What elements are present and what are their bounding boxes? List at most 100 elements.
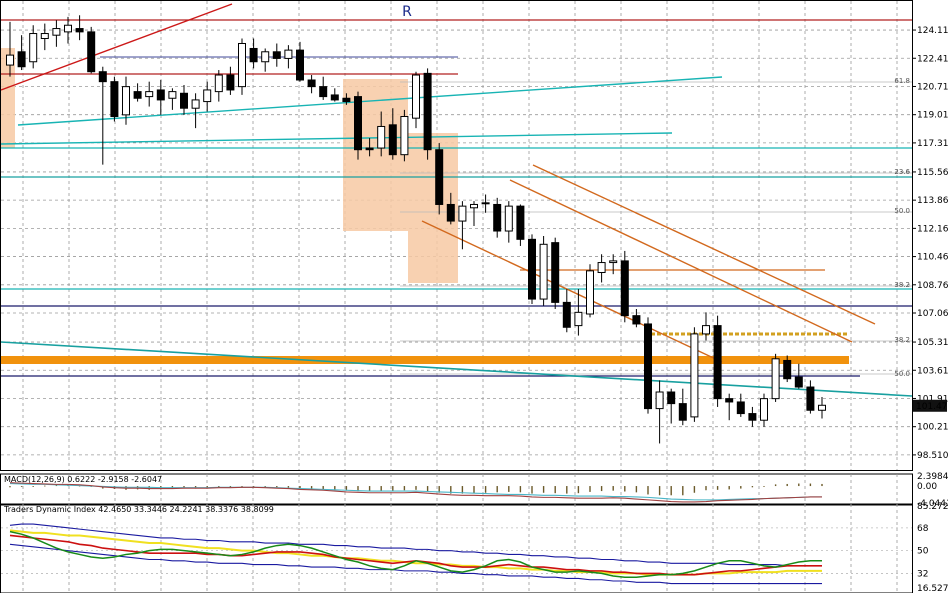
candle [307, 75, 316, 94]
candle-bear [423, 72, 432, 151]
candle [644, 317, 652, 414]
candle [725, 393, 734, 421]
candle [470, 201, 478, 227]
macd-bar [287, 486, 290, 488]
candle-bull [539, 243, 548, 300]
macd-bar [148, 486, 150, 490]
candle [330, 88, 339, 102]
candle-bull [400, 116, 409, 156]
macd-bar [809, 483, 812, 487]
candle [713, 315, 722, 407]
macd-bar [241, 486, 243, 487]
candle-bull [261, 51, 270, 63]
candle [794, 363, 803, 389]
macd-bar [658, 486, 661, 496]
trendline-teal-low [0, 341, 913, 397]
macd-bar [798, 483, 800, 487]
candle [667, 388, 676, 424]
tdi-series-line [9, 530, 822, 578]
tdi-tick-label: 85.2723 [917, 502, 948, 512]
candle-bear [794, 376, 803, 388]
candle-bull [168, 91, 177, 99]
macd-bar [403, 486, 406, 491]
candle [446, 192, 455, 225]
candle-bear [354, 96, 362, 151]
macd-bar [635, 486, 638, 493]
macd-bar [531, 486, 533, 494]
candle-bull [6, 54, 14, 66]
tdi-series-line [9, 543, 822, 585]
tdi-tick-label: 32 [917, 569, 928, 579]
candle [110, 76, 119, 122]
candle-bull [760, 398, 768, 421]
macd-bar [206, 486, 208, 489]
macd-bar [612, 486, 614, 491]
macd-bar [55, 485, 58, 487]
macd-bar [519, 486, 522, 493]
candle-bull [145, 91, 154, 98]
candle-bear [319, 86, 328, 98]
candle [365, 138, 374, 157]
price-tick-label: 110.460 [917, 253, 948, 263]
macd-bar [322, 486, 324, 489]
candle [423, 68, 432, 160]
macd-bar [682, 486, 684, 496]
macd-bar [392, 486, 394, 491]
candle-bear [620, 260, 629, 317]
candle [435, 143, 444, 215]
price-tick-label: 124.110 [917, 26, 948, 36]
candle-bear [133, 91, 142, 99]
candle [122, 76, 130, 125]
candle [771, 353, 780, 402]
candle-bull [771, 358, 780, 400]
candle [214, 70, 223, 102]
fib-label: 23.6 [894, 168, 910, 176]
macd-bar [786, 483, 788, 487]
candle [40, 23, 49, 51]
candle [354, 91, 362, 160]
candle [818, 396, 826, 419]
channel-mid [509, 179, 853, 343]
price-tick-label: 107.060 [917, 309, 948, 319]
candle [458, 201, 467, 250]
candle-bull [64, 24, 72, 33]
candle-bear [446, 203, 455, 222]
candle [87, 26, 96, 74]
candle [203, 81, 212, 112]
candle [539, 236, 548, 306]
macd-bar [345, 486, 348, 491]
macd-bar [577, 486, 580, 494]
macd-bar [624, 486, 626, 492]
candle-bear [562, 301, 571, 328]
macd-tick-label: 2.3984 [917, 472, 948, 482]
macd-bar [183, 486, 185, 489]
candle [748, 406, 757, 427]
candle-bear [365, 147, 374, 151]
macd-bar [589, 486, 591, 492]
candle [180, 84, 188, 115]
tdi-label: Traders Dynamic Index 42.4650 33.3446 24… [3, 505, 274, 514]
candle [261, 48, 270, 72]
candle-bull [504, 205, 513, 232]
candle-bull [203, 89, 212, 103]
tdi-pane-border [0, 503, 913, 593]
candle [400, 109, 409, 162]
candle [75, 15, 84, 41]
macd-bar [693, 486, 696, 493]
candle-bull [377, 125, 386, 149]
channel-lower [421, 220, 723, 363]
candle [64, 16, 72, 44]
macd-bar [252, 486, 255, 487]
macd-bar [647, 486, 649, 495]
macd-main-line [9, 482, 822, 503]
macd-tick-label: 0.00 [917, 482, 937, 492]
candle-bear [516, 205, 525, 240]
candle-bull [238, 42, 246, 88]
candle [238, 38, 246, 95]
trendline-cyan-2 [0, 132, 673, 145]
price-tick-label: 117.310 [917, 139, 948, 149]
price-tick-label: 112.160 [917, 224, 948, 234]
macd-bar [473, 486, 475, 494]
